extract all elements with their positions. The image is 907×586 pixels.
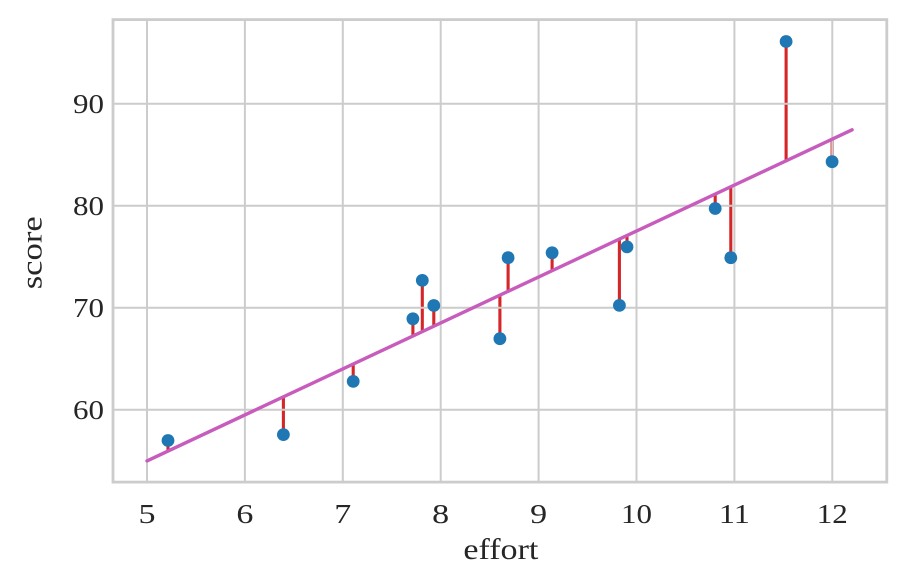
svg-text:12: 12: [817, 499, 848, 529]
svg-text:10: 10: [621, 499, 652, 529]
svg-text:score: score: [16, 216, 49, 289]
svg-text:effort: effort: [463, 533, 539, 566]
svg-text:11: 11: [719, 499, 750, 529]
svg-text:70: 70: [73, 293, 104, 323]
svg-text:60: 60: [73, 395, 104, 425]
svg-text:6: 6: [236, 499, 253, 529]
svg-text:8: 8: [432, 499, 449, 529]
svg-text:90: 90: [73, 89, 104, 119]
svg-text:9: 9: [530, 499, 547, 529]
svg-text:7: 7: [334, 499, 351, 529]
svg-text:80: 80: [73, 191, 104, 221]
svg-text:5: 5: [139, 499, 156, 529]
